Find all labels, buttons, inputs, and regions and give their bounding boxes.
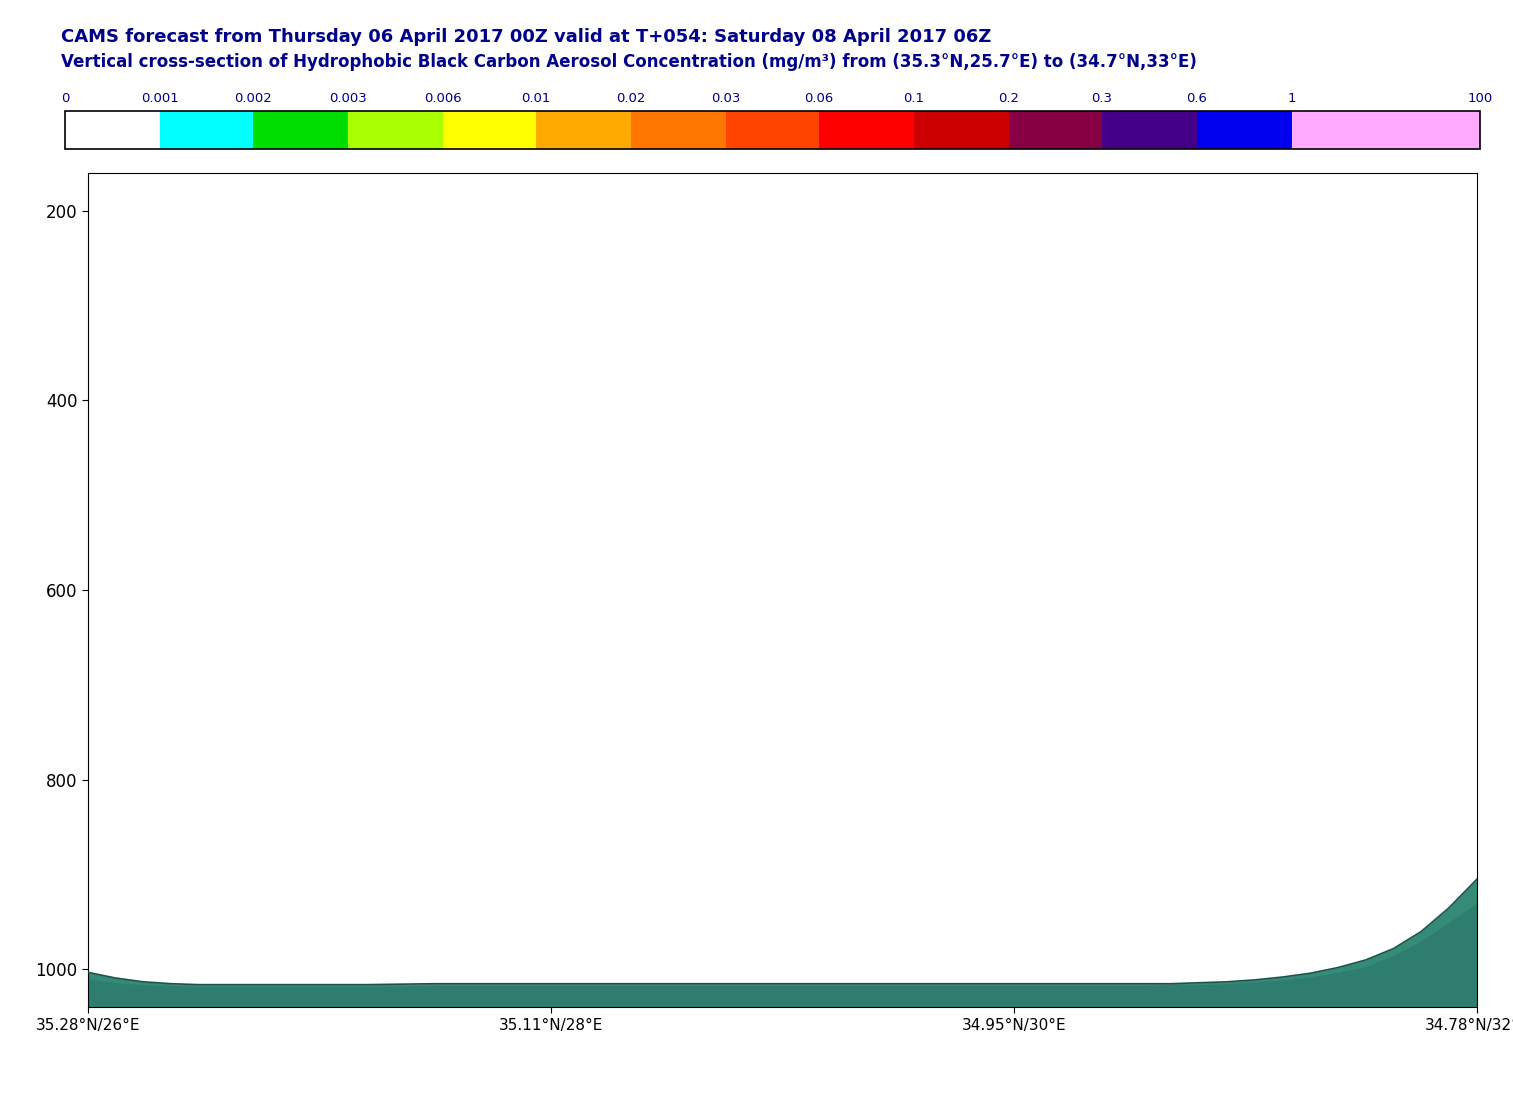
Text: 1: 1 [1288,91,1295,105]
Text: 0: 0 [61,91,70,105]
Text: 0.003: 0.003 [330,91,366,105]
Bar [160,111,253,149]
Bar [65,111,1480,149]
Bar [443,111,536,149]
Text: 0.6: 0.6 [1186,91,1207,105]
Bar [819,111,914,149]
Text: 100: 100 [1468,91,1492,105]
Bar [914,111,1009,149]
Text: 0.02: 0.02 [616,91,646,105]
Text: 0.1: 0.1 [903,91,924,105]
Bar [1009,111,1101,149]
Text: 0.01: 0.01 [522,91,551,105]
Text: Vertical cross-section of Hydrophobic Black Carbon Aerosol Concentration (mg/m³): Vertical cross-section of Hydrophobic Bl… [61,53,1197,70]
Text: 0.001: 0.001 [141,91,179,105]
Text: 0.03: 0.03 [711,91,740,105]
Text: 0.3: 0.3 [1091,91,1112,105]
Bar [726,111,819,149]
Text: 0.06: 0.06 [805,91,834,105]
Bar [1292,111,1480,149]
Bar [253,111,348,149]
Text: 0.2: 0.2 [999,91,1020,105]
Bar [1197,111,1292,149]
Bar [348,111,443,149]
Bar [65,111,160,149]
Bar [536,111,631,149]
Text: CAMS forecast from Thursday 06 April 2017 00Z valid at T+054: Saturday 08 April : CAMS forecast from Thursday 06 April 201… [61,28,991,45]
Bar [1101,111,1197,149]
Text: 0.006: 0.006 [424,91,461,105]
Text: 0.002: 0.002 [235,91,272,105]
Bar [631,111,726,149]
